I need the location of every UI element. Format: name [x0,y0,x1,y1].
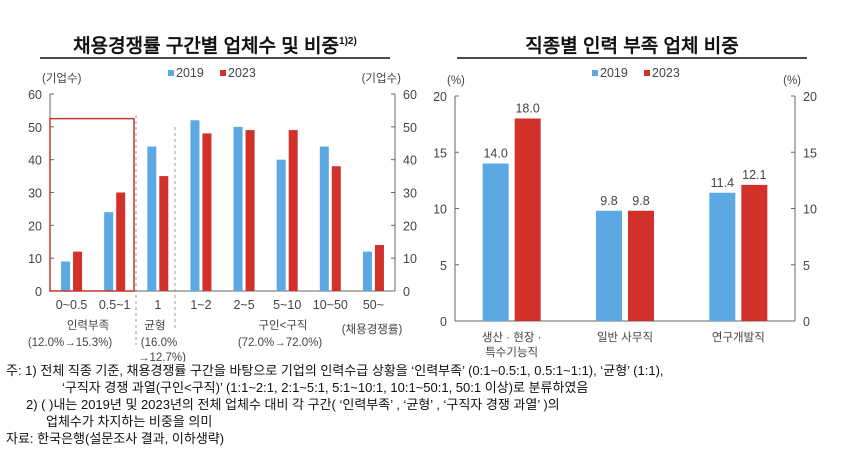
y-tick-label-right: 10 [403,252,417,266]
y-tick-label-right: 20 [403,219,417,233]
bar-2023-5 [288,130,298,291]
bar-2019-4 [233,126,243,291]
bar-2019-7 [362,251,372,291]
bar-2023-4 [245,130,255,291]
y-tick-label-left: 20 [28,219,42,233]
y-tick-label-left: 50 [28,121,42,135]
bar-2023-6 [331,166,341,291]
y-axis-label-right: (기업수) [362,72,402,85]
bar-2019-1 [596,210,622,321]
group-label-shortage: 인력부족 [67,319,109,332]
x-tick-label: 2~5 [233,298,254,312]
bar-2019-6 [319,146,329,291]
group-share-oversupply: (72.0%→72.0%) [238,337,323,349]
bar-2019-3 [190,120,200,292]
x-tick-label: 1 [154,298,161,312]
x-tick-label: 연구개발직 [712,331,765,344]
chart-title: 직종별 인력 부족 업체 비중 [525,35,738,57]
x-tick-label: 5~10 [273,298,301,312]
y-tick-label-right: 0 [803,315,810,329]
bar-2019-5 [276,159,286,291]
bar-2023-0 [514,118,541,321]
data-label: 12.1 [742,168,766,182]
legend-label-2019: 2019 [176,66,204,80]
y-tick-label-left: 30 [28,187,42,201]
x-tick-label: 생산 · 현장 · [482,331,542,344]
y-axis-label-left: (기업수) [42,72,82,85]
bar-2023-3 [202,133,212,291]
legend-swatch-2023 [220,70,226,76]
y-tick-label-left: 20 [433,90,447,104]
x-tick-label: 10~50 [313,298,348,312]
group-label-balance: 균형 [144,319,165,332]
y-tick-label-right: 40 [403,154,417,168]
legend-swatch-2019 [592,70,598,76]
chart-title: 채용경쟁률 구간별 업체수 및 비중1)2) [73,35,357,57]
bar-2023-0 [73,251,83,291]
x-axis-label: (채용경쟁률) [342,322,403,336]
data-label: 14.0 [483,147,507,161]
y-tick-label-left: 15 [433,146,447,160]
y-tick-label-left: 10 [433,203,447,217]
bar-2023-2 [741,184,768,321]
y-tick-label-left: 5 [440,259,447,273]
data-label: 9.8 [632,194,649,208]
group-share-shortage: (12.0%→15.3%) [28,337,113,349]
bar-2019-0 [482,163,509,321]
y-tick-label-right: 0 [403,285,410,299]
y-tick-label-left: 0 [440,315,447,329]
shortage-highlight-box [49,117,135,292]
bar-2019-1 [104,212,114,291]
bar-2019-0 [61,261,71,291]
legend-label-2019: 2019 [600,66,628,80]
y-tick-label-right: 50 [403,121,417,135]
note-1: 주: 1) 전체 직종 기준, 채용경쟁률 구간을 바탕으로 기업의 인력수급 … [6,363,664,378]
note-1-cont: ‘구직자 경쟁 과열(구인<구직)’ (1:1~2:1, 2:1~5:1, 5:… [62,380,589,395]
x-tick-label: 1~2 [190,298,211,312]
group-label-oversupply: 구인<구직 [258,319,307,332]
legend-swatch-2019 [168,70,174,76]
bar-2023-7 [374,245,384,291]
y-tick-label-right: 20 [803,90,817,104]
y-tick-label-right: 15 [803,146,817,160]
bar-2023-2 [159,176,169,291]
data-label: 9.8 [600,194,617,208]
y-tick-label-left: 40 [28,154,42,168]
legend-swatch-2023 [644,70,650,76]
bar-2019-2 [147,146,157,291]
group-share-balance: (16.0% [141,337,177,349]
y-tick-label-left: 10 [28,252,42,266]
x-tick-label: 특수기능직 [485,346,538,359]
x-tick-label: 0.5~1 [99,298,131,312]
y-tick-label-right: 10 [803,203,817,217]
footnotes: 주: 1) 전체 직종 기준, 채용경쟁률 구간을 바탕으로 기업의 인력수급 … [6,362,846,447]
y-tick-label-left: 60 [28,88,42,102]
x-tick-label: 0~0.5 [56,298,88,312]
legend-label-2023: 2023 [228,66,256,80]
x-tick-label: 50~ [363,298,384,312]
y-tick-label-right: 60 [403,88,417,102]
legend-label-2023: 2023 [652,66,680,80]
y-tick-label-right: 5 [803,259,810,273]
source-note: 자료: 한국은행(설문조사 결과, 이하생략) [6,431,225,446]
y-axis-label-right: (%) [783,75,801,87]
bar-2023-1 [116,192,126,291]
data-label: 18.0 [515,102,539,116]
y-tick-label-right: 30 [403,187,417,201]
bar-2019-2 [709,192,736,321]
group-share-balance-cont: →12.7%) [138,352,186,362]
y-tick-label-left: 0 [35,285,42,299]
chart-0: 채용경쟁률 구간별 업체수 및 비중1)2) 0 0 10 10 20 20 30 30 40 40… [28,35,417,312]
y-axis-label-left: (%) [447,75,465,87]
note-2: 2) ( )내는 2019년 및 2023년의 전체 업체수 대비 각 구간( … [26,397,560,412]
note-2-cont: 업체수가 차지하는 비중을 의미 [46,414,213,429]
data-label: 11.4 [711,176,734,190]
bar-2023-1 [628,210,654,321]
x-tick-label: 일반 사무직 [597,330,653,344]
